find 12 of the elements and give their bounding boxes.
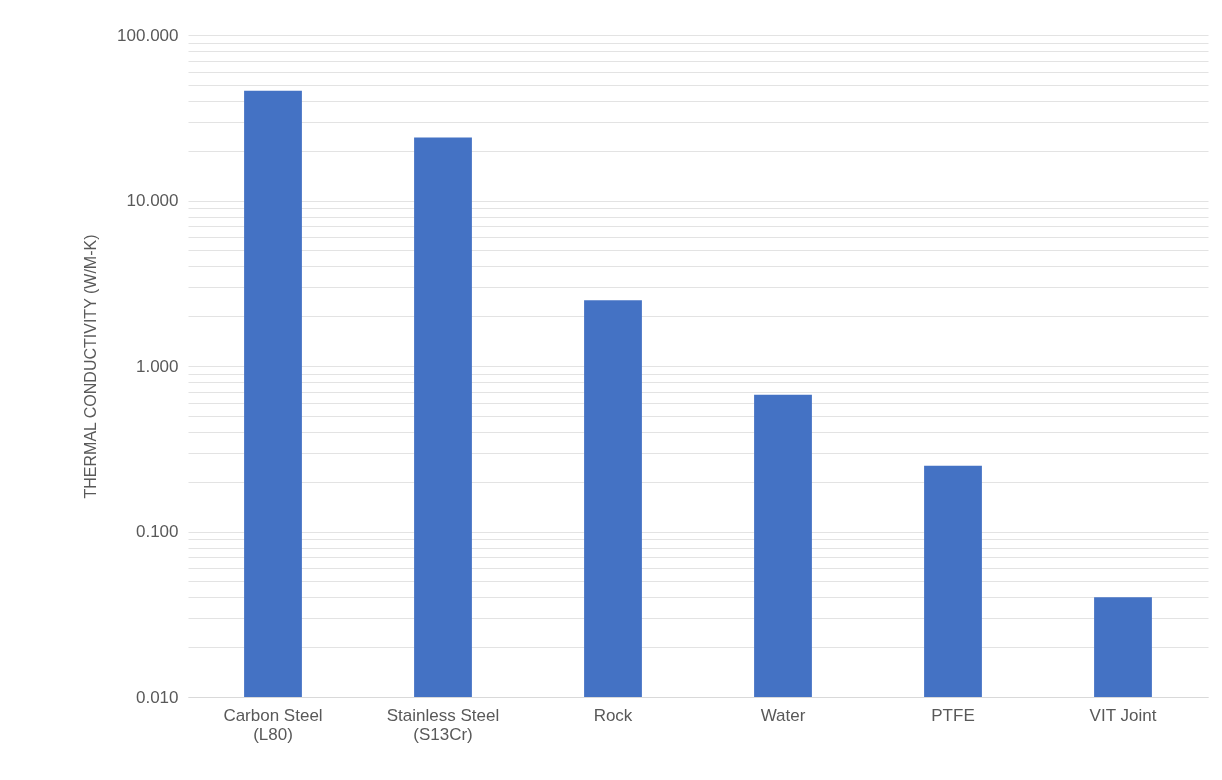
x-tick-label: Stainless Steel (S13Cr) [386,705,500,744]
y-tick-label: 1.000 [135,356,179,376]
x-tick-label: Rock [593,705,633,725]
x-tick-label: Water [760,705,806,725]
y-tick-label: 10.000 [126,191,179,210]
x-tick-label: PTFE [931,705,975,725]
y-axis-title: THERMAL CONDUCTIVITY (W/M-K) [82,234,100,499]
y-tick-label: 0.010 [135,687,179,707]
x-tick-label: VIT Joint [1089,705,1157,725]
x-tick-label: Carbon Steel (L80) [223,705,323,744]
y-tick-label: 0.100 [135,522,179,541]
y-tick-label: 100.000 [117,25,179,45]
